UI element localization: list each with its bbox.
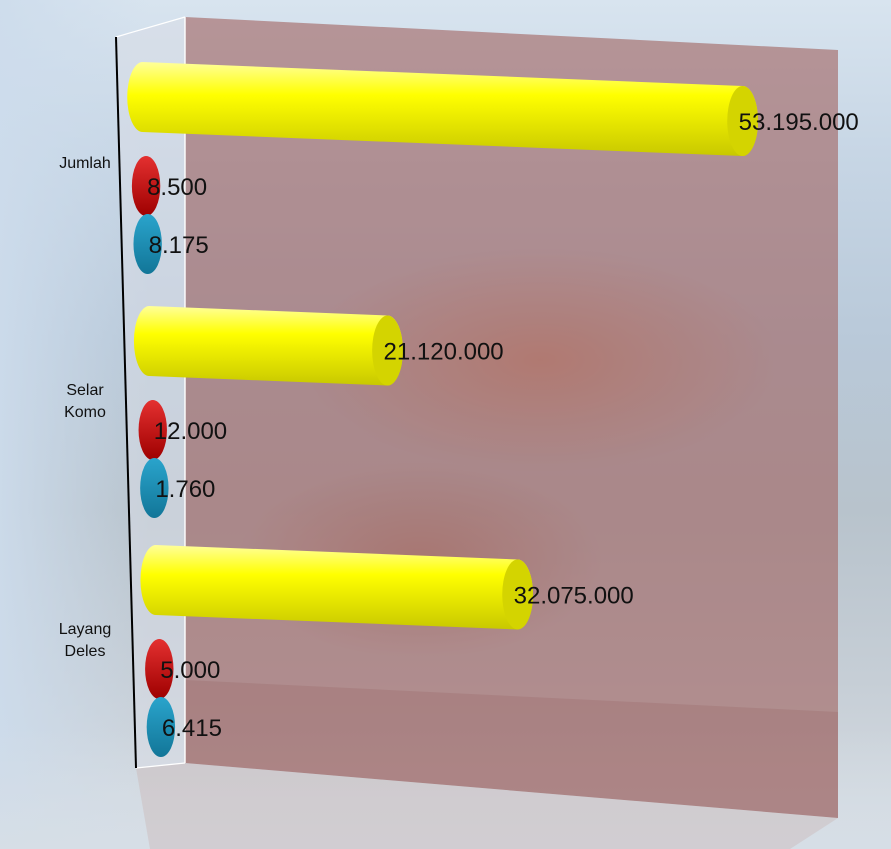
floor-front-edge <box>135 762 186 769</box>
category-label: Layang Deles <box>59 621 112 660</box>
data-label: 12.000 <box>154 418 227 445</box>
bar-disc <box>146 697 176 757</box>
bar-end-cap <box>372 315 403 386</box>
data-label: 8.500 <box>147 174 207 201</box>
bar-blue <box>140 458 169 518</box>
category-label: Selar Komo <box>64 382 106 421</box>
bar-blue <box>133 214 162 274</box>
bar-disc <box>138 400 167 460</box>
bar-body <box>140 545 534 630</box>
side-wall-top-edge <box>115 16 186 38</box>
value-axis-line <box>115 36 137 769</box>
bar-disc <box>133 214 162 274</box>
bar-blue <box>146 697 176 757</box>
bar-red <box>145 639 174 699</box>
data-label: 21.120.000 <box>384 339 504 366</box>
data-label: 5.000 <box>160 657 220 684</box>
category-label-line: Selar <box>66 382 104 399</box>
bar-end-cap <box>502 559 534 630</box>
bar-red <box>131 156 161 216</box>
bars-layer <box>127 62 759 757</box>
data-label: 6.415 <box>162 715 222 742</box>
bar-end-cap <box>727 86 759 156</box>
chart-back-wall-bottom-shade <box>185 680 838 818</box>
category-label-line: Komo <box>64 404 106 421</box>
bar-disc <box>140 458 169 518</box>
chart-floor <box>136 763 838 849</box>
category-label-line: Layang <box>59 621 112 638</box>
bar-body <box>127 62 759 156</box>
bar-body <box>133 306 403 386</box>
bar-disc <box>131 156 161 216</box>
labels-layer: Jumlah 53.195.000 8.500 8.175 Selar Komo 21.12… <box>59 109 859 742</box>
bar-red <box>138 400 167 460</box>
data-label: 32.075.000 <box>514 582 634 609</box>
bar-yellow <box>127 62 759 156</box>
data-label: 53.195.000 <box>739 109 859 136</box>
category-label-line: Jumlah <box>59 155 111 172</box>
bar-yellow <box>133 306 403 386</box>
category-label: Jumlah <box>59 155 111 172</box>
bar-disc <box>145 639 174 699</box>
data-label: 1.760 <box>155 476 215 503</box>
data-label: 8.175 <box>149 232 209 259</box>
bar-yellow <box>140 545 534 630</box>
category-label-line: Deles <box>65 643 106 660</box>
